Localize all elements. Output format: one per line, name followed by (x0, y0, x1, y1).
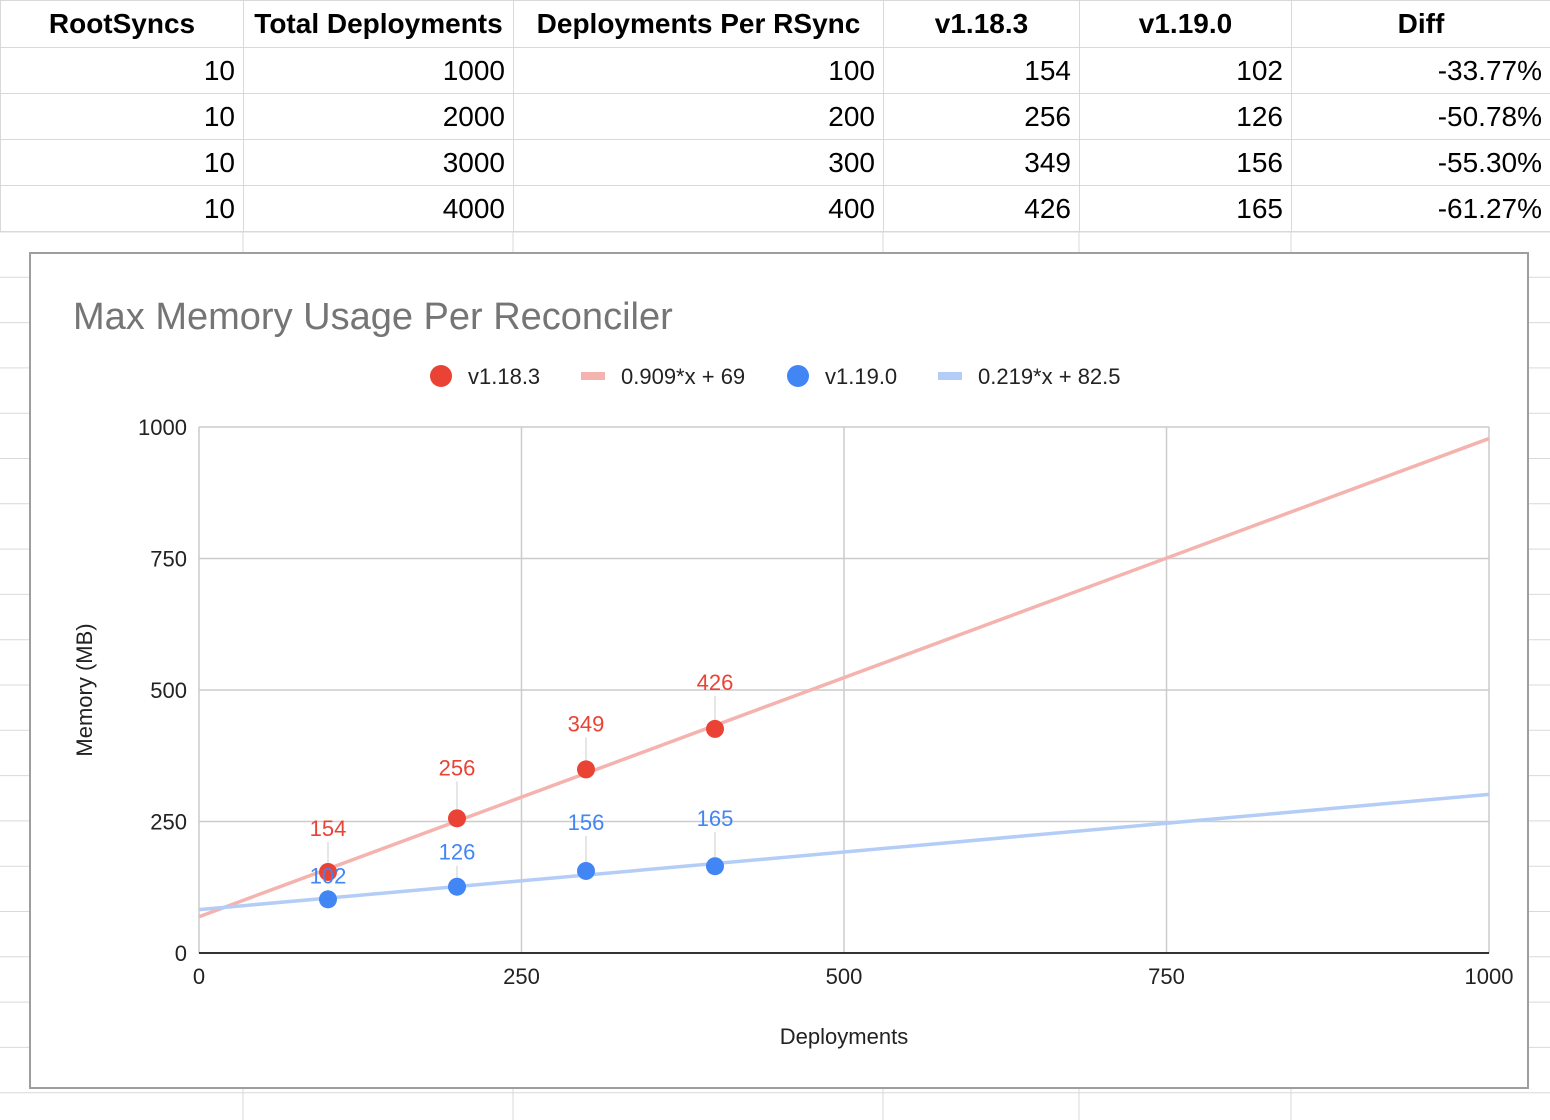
data-point (706, 857, 724, 876)
header-diff[interactable]: Diff (1291, 0, 1550, 48)
trendline (198, 436, 1490, 919)
cell-rootsyncs[interactable]: 10 (0, 47, 244, 94)
data-label: 156 (568, 810, 605, 835)
cell-rootsyncs[interactable]: 10 (0, 185, 244, 232)
cell-total-deployments[interactable]: 3000 (243, 139, 514, 186)
trendline (198, 792, 1490, 912)
data-label: 154 (310, 816, 347, 841)
y-tick-label: 500 (150, 678, 187, 703)
legend-label-v1.18.3: v1.18.3 (468, 364, 540, 389)
table-row: 10 3000 300 349 156 -55.30% (0, 139, 1550, 186)
data-label: 126 (439, 840, 476, 865)
data-point (706, 719, 724, 738)
legend-trendline-label: 0.909*x + 69 (621, 364, 745, 389)
y-tick-label: 250 (150, 810, 187, 835)
cell-v1-18-3[interactable]: 154 (883, 47, 1080, 94)
table-row: 10 4000 400 426 165 -61.27% (0, 185, 1550, 232)
y-tick-label: 1000 (138, 415, 187, 440)
legend-trendline-label: 0.219*x + 82.5 (978, 364, 1121, 389)
cell-diff[interactable]: -50.78% (1291, 93, 1550, 140)
x-tick-label: 250 (503, 964, 540, 989)
data-label: 256 (439, 755, 476, 780)
header-deployments-per-rsync[interactable]: Deployments Per RSync (513, 0, 884, 48)
legend-marker-v1.18.3 (430, 365, 452, 387)
x-tick-label: 750 (1148, 964, 1185, 989)
cell-v1-19-0[interactable]: 165 (1079, 185, 1292, 232)
data-table: RootSyncs Total Deployments Deployments … (0, 0, 1550, 232)
cell-deployments-per-rsync[interactable]: 200 (513, 93, 884, 140)
cell-rootsyncs[interactable]: 10 (0, 93, 244, 140)
header-rootsyncs[interactable]: RootSyncs (0, 0, 244, 48)
cell-rootsyncs[interactable]: 10 (0, 139, 244, 186)
data-label: 349 (568, 711, 605, 736)
data-point (448, 877, 466, 896)
memory-usage-chart: Max Memory Usage Per Reconciler v1.18.3 0.… (72, 296, 1514, 1049)
y-axis-label: Memory (MB) (72, 623, 97, 756)
cell-v1-18-3[interactable]: 426 (883, 185, 1080, 232)
cell-total-deployments[interactable]: 4000 (243, 185, 514, 232)
cell-v1-19-0[interactable]: 156 (1079, 139, 1292, 186)
legend-trendline-marker (581, 372, 605, 380)
cell-diff[interactable]: -33.77% (1291, 47, 1550, 94)
data-point (577, 861, 595, 880)
cell-v1-18-3[interactable]: 349 (883, 139, 1080, 186)
data-point (577, 760, 595, 779)
header-v1-19-0[interactable]: v1.19.0 (1079, 0, 1292, 48)
cell-diff[interactable]: -61.27% (1291, 185, 1550, 232)
x-tick-label: 0 (193, 964, 205, 989)
legend-trendline-marker (938, 372, 962, 380)
cell-total-deployments[interactable]: 2000 (243, 93, 514, 140)
table-row: 10 2000 200 256 126 -50.78% (0, 93, 1550, 140)
cell-v1-19-0[interactable]: 102 (1079, 47, 1292, 94)
data-label: 102 (310, 863, 347, 888)
data-point (319, 890, 337, 909)
y-tick-label: 750 (150, 547, 187, 572)
x-tick-label: 500 (826, 964, 863, 989)
cell-v1-18-3[interactable]: 256 (883, 93, 1080, 140)
cell-v1-19-0[interactable]: 126 (1079, 93, 1292, 140)
legend-marker-v1.19.0 (787, 365, 809, 387)
chart-title: Max Memory Usage Per Reconciler (73, 296, 673, 338)
y-tick-label: 0 (175, 941, 187, 966)
table-row: 10 1000 100 154 102 -33.77% (0, 47, 1550, 94)
chart-container[interactable]: Max Memory Usage Per Reconciler v1.18.3 0.… (29, 252, 1529, 1089)
data-label: 165 (697, 806, 734, 831)
legend-label-v1.19.0: v1.19.0 (825, 364, 897, 389)
cell-diff[interactable]: -55.30% (1291, 139, 1550, 186)
cell-deployments-per-rsync[interactable]: 400 (513, 185, 884, 232)
header-v1-18-3[interactable]: v1.18.3 (883, 0, 1080, 48)
cell-deployments-per-rsync[interactable]: 300 (513, 139, 884, 186)
data-point (319, 862, 337, 881)
x-axis-label: Deployments (780, 1024, 908, 1049)
header-total-deployments[interactable]: Total Deployments (243, 0, 514, 48)
x-tick-label: 1000 (1465, 964, 1514, 989)
header-row: RootSyncs Total Deployments Deployments … (0, 0, 1550, 48)
data-label: 426 (697, 670, 734, 695)
cell-deployments-per-rsync[interactable]: 100 (513, 47, 884, 94)
data-point (448, 809, 466, 828)
cell-total-deployments[interactable]: 1000 (243, 47, 514, 94)
